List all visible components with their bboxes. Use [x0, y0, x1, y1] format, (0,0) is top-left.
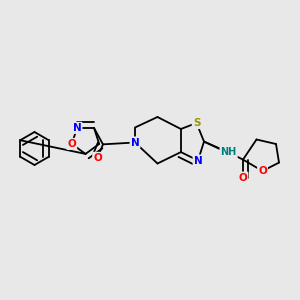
- Text: N: N: [130, 137, 140, 148]
- Text: NH: NH: [220, 147, 237, 158]
- Text: N: N: [194, 155, 202, 166]
- Text: O: O: [238, 172, 247, 183]
- Text: O: O: [258, 166, 267, 176]
- Text: N: N: [73, 123, 81, 133]
- Text: S: S: [193, 118, 200, 128]
- Text: O: O: [93, 153, 102, 163]
- Text: O: O: [68, 139, 76, 149]
